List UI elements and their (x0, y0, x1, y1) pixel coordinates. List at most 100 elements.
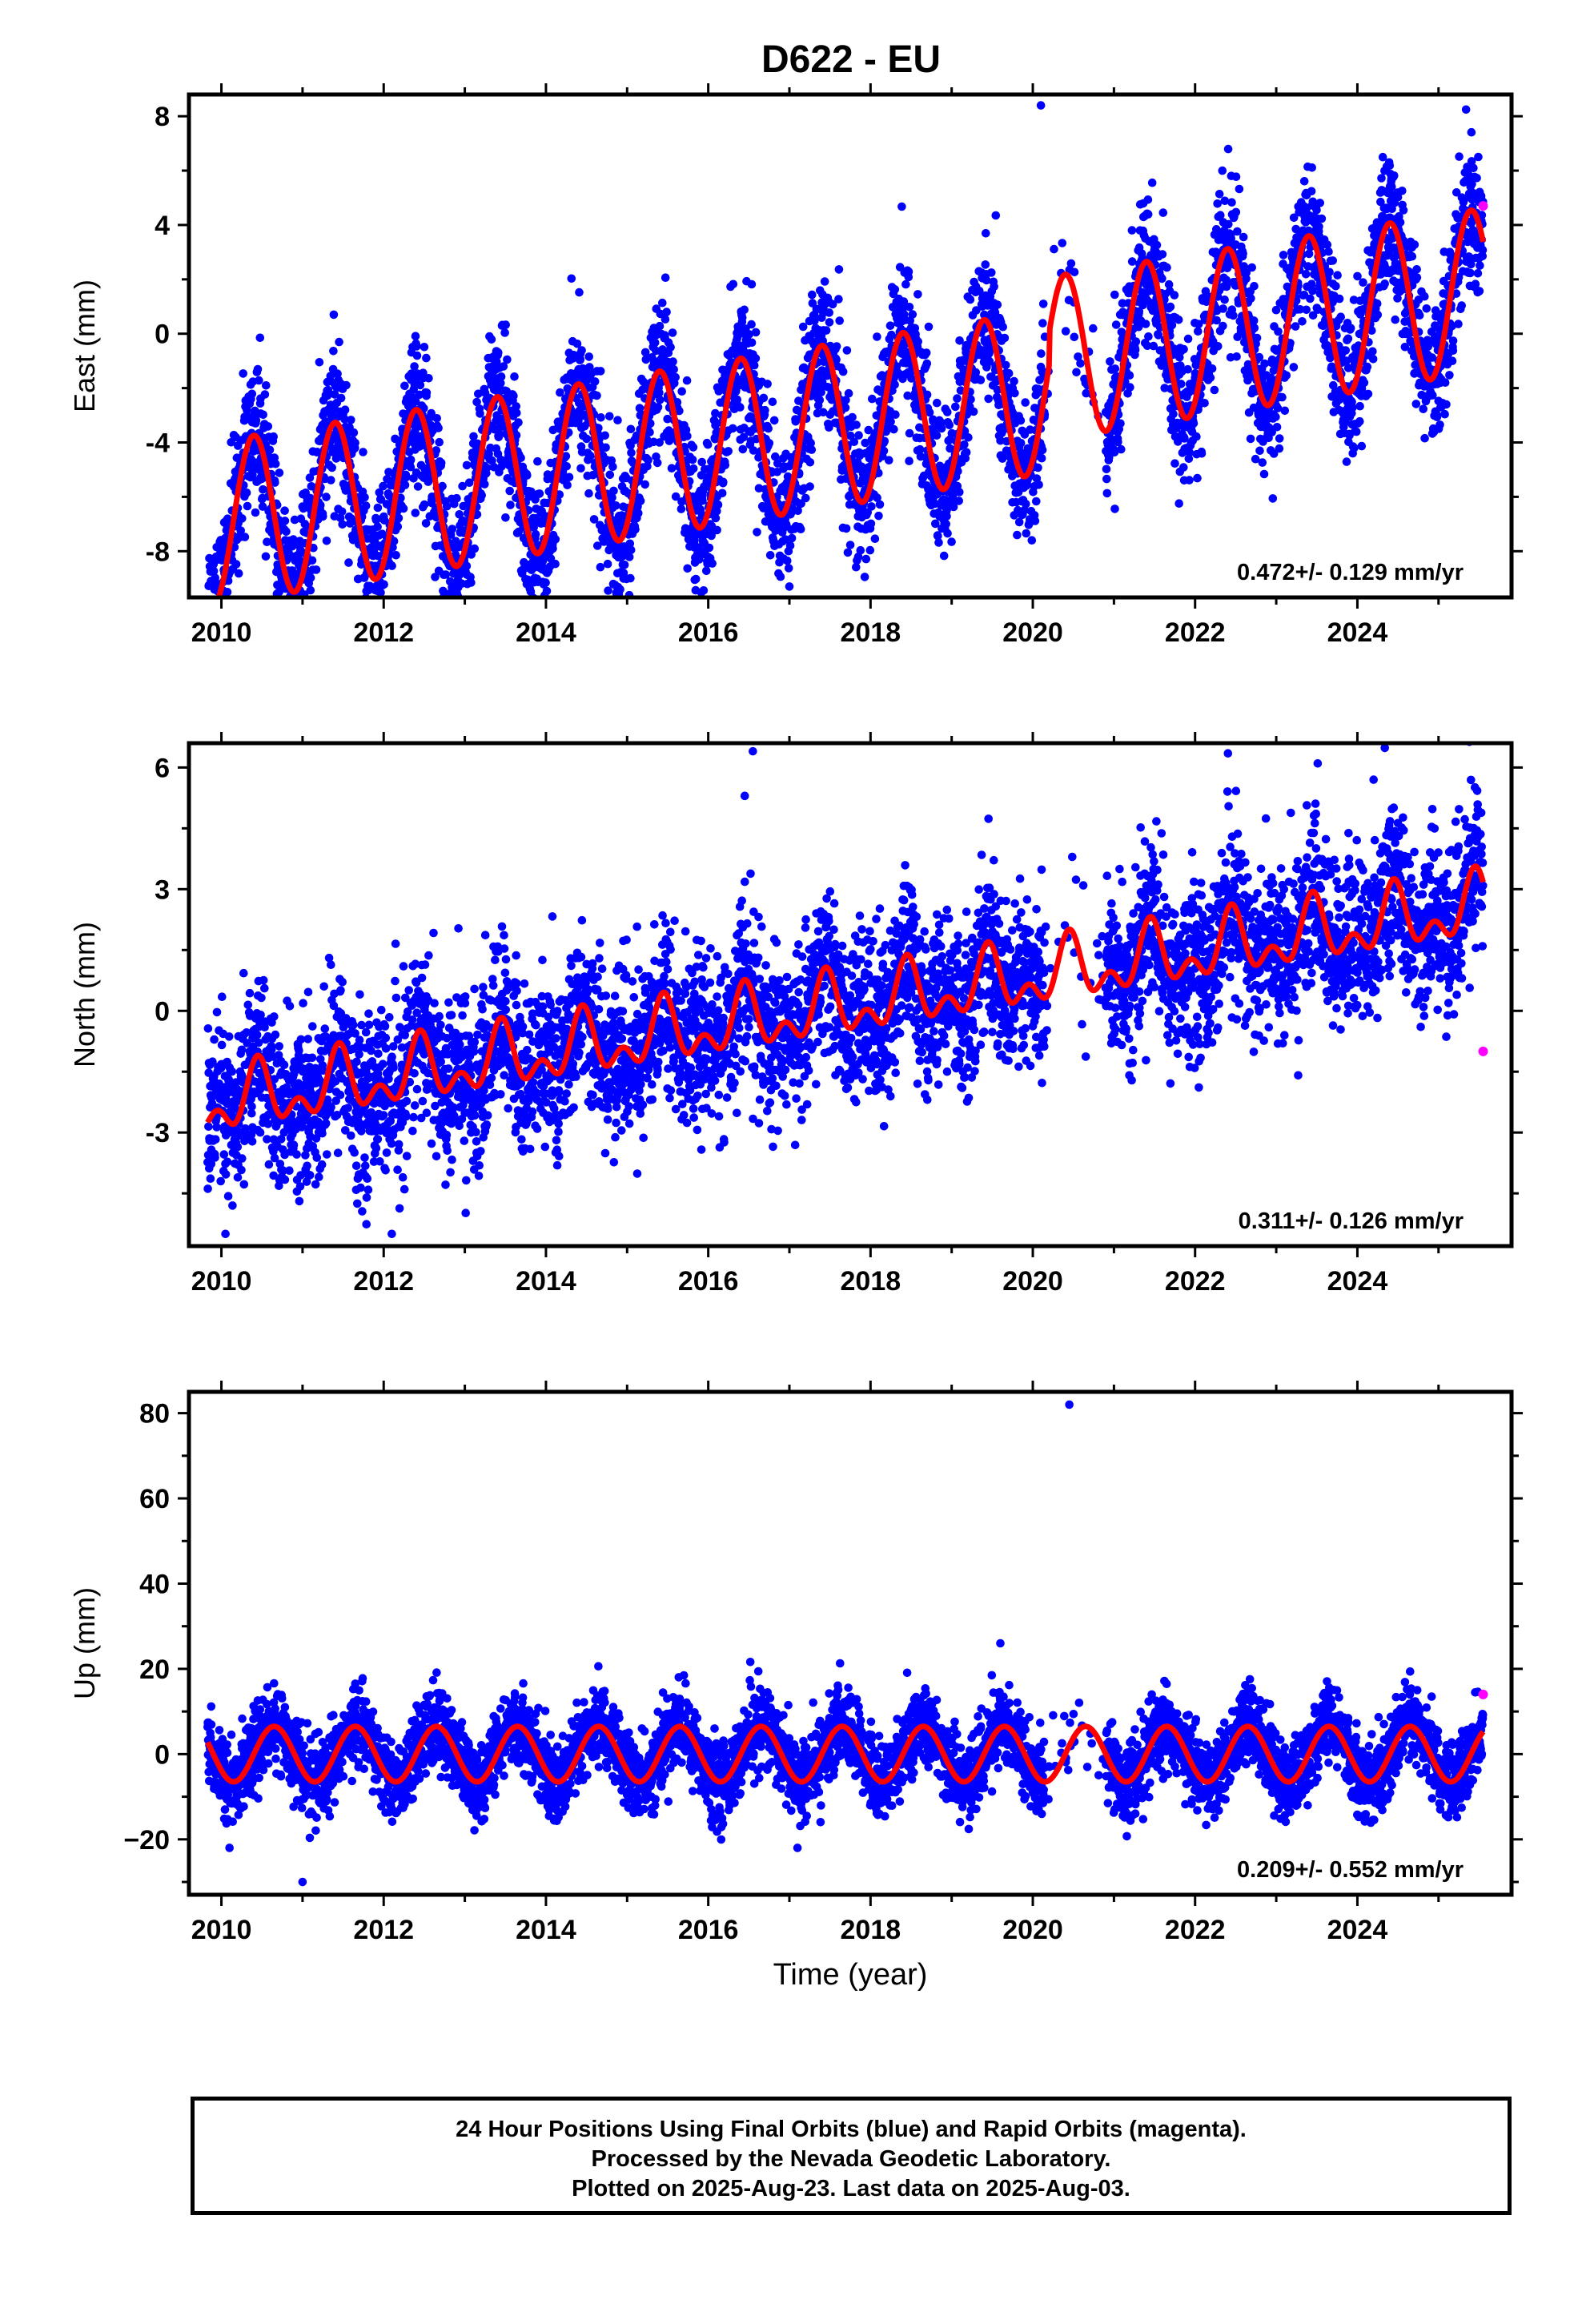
final-orbit-point (255, 376, 263, 385)
final-orbit-point (389, 537, 399, 545)
final-orbit-point (875, 500, 885, 509)
final-orbit-point (255, 333, 265, 343)
final-orbit-point (966, 295, 975, 304)
final-orbit-point (212, 600, 221, 609)
final-orbit-point (251, 508, 260, 517)
final-orbit-point (1307, 187, 1316, 196)
final-orbit-point (1158, 208, 1168, 217)
final-orbit-point (576, 355, 585, 364)
final-orbit-point (1130, 345, 1140, 355)
final-orbit-point (825, 318, 834, 327)
final-orbit-point (288, 661, 297, 669)
final-orbit-point (1162, 263, 1171, 272)
final-orbit-point (319, 512, 327, 521)
final-orbit-point (667, 464, 677, 472)
final-orbit-point (482, 464, 492, 472)
final-orbit-point (251, 416, 261, 425)
final-orbit-point (955, 488, 964, 497)
final-orbit-point (768, 397, 777, 407)
final-orbit-point (1174, 499, 1183, 508)
final-orbit-point (292, 627, 301, 636)
final-orbit-point (411, 332, 420, 341)
final-orbit-point (207, 601, 216, 609)
final-orbit-point (1200, 399, 1209, 408)
final-orbit-point (445, 602, 454, 611)
final-orbit-point (584, 489, 593, 498)
final-orbit-point (323, 385, 333, 395)
final-orbit-point (644, 456, 652, 464)
final-orbit-point (777, 606, 786, 615)
final-orbit-point (1032, 497, 1041, 506)
final-orbit-point (627, 448, 636, 457)
final-orbit-point (259, 410, 268, 420)
final-orbit-point (402, 472, 411, 482)
final-orbit-point (207, 653, 215, 661)
final-orbit-point (410, 362, 419, 371)
final-orbit-point (891, 410, 900, 419)
final-orbit-point (243, 501, 252, 511)
final-orbit-point (785, 541, 795, 550)
final-orbit-point (713, 500, 723, 509)
final-orbit-point (879, 446, 889, 456)
final-orbit-point (841, 524, 851, 533)
final-orbit-point (1114, 437, 1122, 447)
final-orbit-point (1179, 463, 1188, 472)
final-orbit-point (753, 528, 761, 537)
final-orbit-point (738, 444, 748, 454)
final-orbit-point (865, 545, 875, 555)
final-orbit-point (962, 448, 971, 457)
final-orbit-point (981, 260, 990, 269)
final-orbit-point (236, 526, 246, 535)
final-orbit-point (1252, 333, 1262, 343)
final-orbit-point (761, 405, 769, 415)
final-orbit-point (590, 377, 600, 386)
final-orbit-point (206, 648, 215, 657)
final-orbit-point (299, 630, 307, 639)
final-orbit-point (422, 353, 431, 363)
final-orbit-point (284, 655, 293, 664)
final-orbit-point (1363, 362, 1372, 372)
final-orbit-point (1021, 398, 1030, 407)
final-orbit-point (605, 470, 615, 480)
final-orbit-point (721, 460, 730, 470)
final-orbit-point (634, 509, 643, 518)
final-orbit-point (951, 402, 960, 412)
final-orbit-point (1070, 267, 1079, 277)
final-orbit-point (542, 586, 552, 596)
final-orbit-point (596, 413, 605, 422)
final-orbit-point (1357, 441, 1367, 451)
final-orbit-point (469, 432, 478, 441)
final-orbit-point (451, 606, 460, 615)
final-orbit-point (1010, 376, 1018, 386)
final-orbit-point (510, 372, 519, 381)
final-orbit-point (904, 267, 913, 276)
final-orbit-point (763, 380, 772, 388)
final-orbit-point (420, 343, 429, 352)
final-orbit-point (776, 572, 785, 581)
final-orbit-point (280, 506, 289, 515)
final-orbit-point (612, 501, 620, 510)
final-orbit-point (420, 500, 429, 509)
final-orbit-point (1399, 206, 1408, 215)
final-orbit-point (393, 522, 403, 531)
final-orbit-point (953, 394, 962, 403)
final-orbit-point (289, 617, 298, 625)
final-orbit-point (454, 617, 463, 626)
final-orbit-point (1235, 184, 1244, 194)
final-orbit-point (536, 608, 545, 617)
final-orbit-point (820, 277, 829, 286)
final-orbit-point (1412, 273, 1422, 282)
final-orbit-point (933, 398, 942, 408)
final-orbit-point (1004, 368, 1014, 378)
final-orbit-point (1013, 530, 1022, 540)
final-orbit-point (616, 616, 624, 625)
final-orbit-point (407, 369, 416, 379)
final-orbit-point (456, 638, 464, 647)
final-orbit-point (396, 493, 405, 502)
final-orbit-point (421, 519, 431, 528)
final-orbit-point (1185, 476, 1194, 485)
final-orbit-point (631, 525, 640, 534)
final-orbit-point (1355, 401, 1364, 411)
final-orbit-point (1275, 444, 1284, 453)
final-orbit-point (868, 394, 877, 404)
